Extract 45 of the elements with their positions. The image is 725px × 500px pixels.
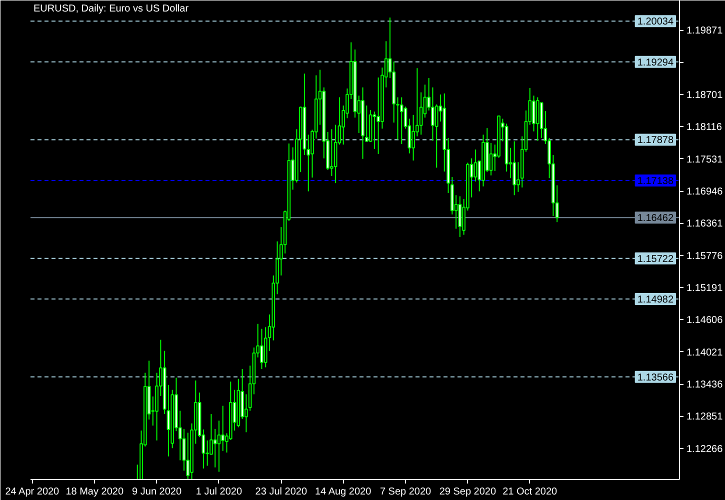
x-tick-label: 21 Oct 2020	[502, 486, 558, 498]
x-tick-label: 14 Aug 2020	[314, 486, 372, 498]
y-tick-label: 1.18701	[686, 90, 724, 101]
x-tick-label: 24 Apr 2020	[5, 486, 60, 498]
candlestick	[458, 196, 462, 238]
chart-title: EURUSD, Daily: Euro vs US Dollar	[34, 4, 190, 14]
candlestick	[536, 96, 540, 142]
y-tick-label: 1.14021	[686, 347, 724, 358]
candlestick	[419, 92, 423, 136]
x-tick-label: 29 Sep 2020	[439, 486, 496, 498]
x-tick-label: 1 Jul 2020	[196, 486, 242, 498]
x-tick-label: 7 Sep 2020	[380, 486, 432, 498]
x-tick-label: 9 Jun 2020	[132, 486, 182, 498]
y-tick-label: 1.15191	[686, 283, 724, 294]
candlestick	[221, 405, 225, 452]
y-tick-label: 1.12266	[686, 444, 724, 455]
ref-line-label: 1.20034	[637, 16, 674, 28]
y-tick-label: 1.16946	[686, 186, 724, 198]
candlestick	[474, 149, 478, 182]
ref-line-label: 1.19294	[637, 57, 674, 68]
x-tick-label: 18 May 2020	[66, 486, 124, 498]
y-tick-label: 1.13436	[686, 380, 724, 391]
candlestick	[372, 111, 376, 150]
ref-line-label: 1.17878	[637, 135, 674, 146]
y-tick-label: 1.17531	[686, 154, 724, 166]
candlestick	[217, 420, 221, 472]
ref-line-label: 1.14982	[637, 294, 674, 306]
y-tick-label: 1.19871	[686, 26, 724, 37]
candlestick	[260, 328, 264, 370]
y-tick-label: 1.16361	[686, 218, 724, 230]
candlestick	[376, 76, 380, 154]
y-tick-label: 1.18116	[686, 122, 722, 134]
candlestick	[166, 384, 170, 457]
candlestick	[512, 140, 516, 196]
candlestick	[400, 96, 404, 145]
candlestick	[489, 142, 493, 176]
candlestick	[213, 428, 217, 468]
y-tick-label: 1.14606	[686, 315, 724, 326]
x-tick-label: 23 Jul 2020	[255, 486, 308, 498]
ref-line-label: 1.15722	[637, 254, 674, 265]
ref-line-label: 1.13566	[637, 372, 674, 384]
ref-line-label: 1.17138	[637, 176, 674, 187]
y-tick-label: 1.12851	[686, 412, 724, 423]
y-tick-label: 1.15776	[686, 250, 724, 262]
ref-line-label: 1.16462	[637, 213, 674, 224]
